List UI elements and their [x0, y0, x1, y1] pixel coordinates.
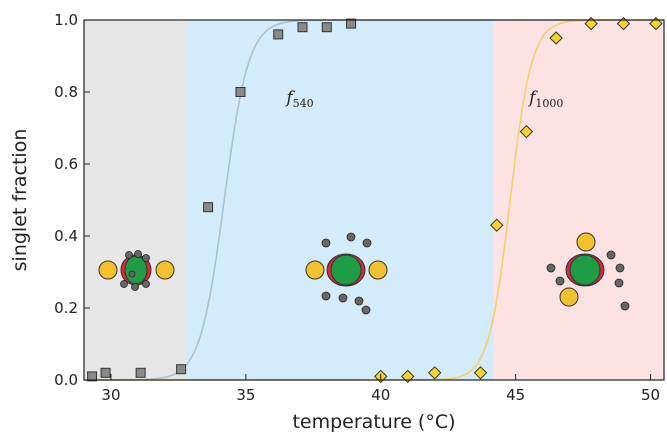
x-axis-title: temperature (°C) [292, 411, 455, 433]
y-tick-label: 0.4 [54, 227, 78, 245]
region-2 [494, 20, 664, 380]
y-tick-label: 1.0 [54, 11, 78, 29]
point-s0-0 [87, 371, 98, 382]
point-s1-3 [473, 366, 488, 380]
series-label-0: f540 [284, 88, 313, 110]
point-s1-6 [549, 31, 563, 45]
x-tick-label: 50 [641, 386, 660, 404]
y-tick-label: 0.8 [54, 83, 78, 101]
plot-frame [83, 19, 665, 381]
y-tick-label: 0.6 [54, 155, 78, 173]
point-s0-5 [235, 87, 246, 97]
point-s0-8 [321, 22, 332, 33]
x-tick-label: 45 [506, 386, 525, 404]
point-s0-1 [100, 367, 111, 378]
x-tick-label: 40 [371, 386, 390, 404]
region-0 [84, 20, 187, 380]
y-axis-title: singlet fraction [9, 129, 31, 272]
point-s0-3 [176, 364, 187, 375]
axis-ticks: 30 35 40 45 50 0.0 0.2 0.4 0.6 0.8 1.0 [54, 11, 660, 404]
x-tick-label: 30 [101, 386, 120, 404]
point-s1-2 [427, 366, 442, 380]
temperature-regions [84, 20, 664, 380]
point-s0-6 [273, 29, 284, 40]
point-s0-7 [297, 22, 308, 33]
series-labels: f540 f1000 [284, 88, 563, 110]
y-tick-label: 0.0 [54, 371, 78, 389]
point-s1-5 [519, 124, 534, 139]
point-s0-2 [135, 367, 146, 378]
molecule-swollen-icon [305, 232, 388, 315]
point-s0-4 [203, 202, 214, 213]
molecule-singlet-icon [98, 250, 175, 291]
series-label-1: f1000 [527, 88, 563, 110]
point-s0-9 [346, 18, 357, 29]
x-tick-label: 35 [236, 386, 255, 404]
y-tick-label: 0.2 [54, 299, 78, 317]
molecule-aggregate-icon [546, 232, 630, 311]
point-s1-4 [490, 218, 504, 232]
region-1 [186, 20, 495, 380]
